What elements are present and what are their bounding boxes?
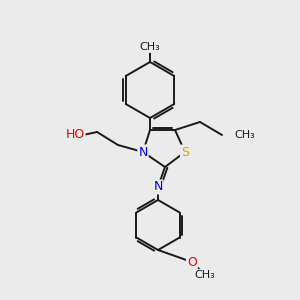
- Text: HO: HO: [65, 128, 85, 142]
- Text: CH₃: CH₃: [195, 270, 215, 280]
- Text: S: S: [181, 146, 189, 158]
- Text: N: N: [138, 146, 148, 158]
- Text: CH₃: CH₃: [234, 130, 255, 140]
- Text: CH₃: CH₃: [140, 42, 160, 52]
- Text: N: N: [153, 181, 163, 194]
- Text: O: O: [187, 256, 197, 268]
